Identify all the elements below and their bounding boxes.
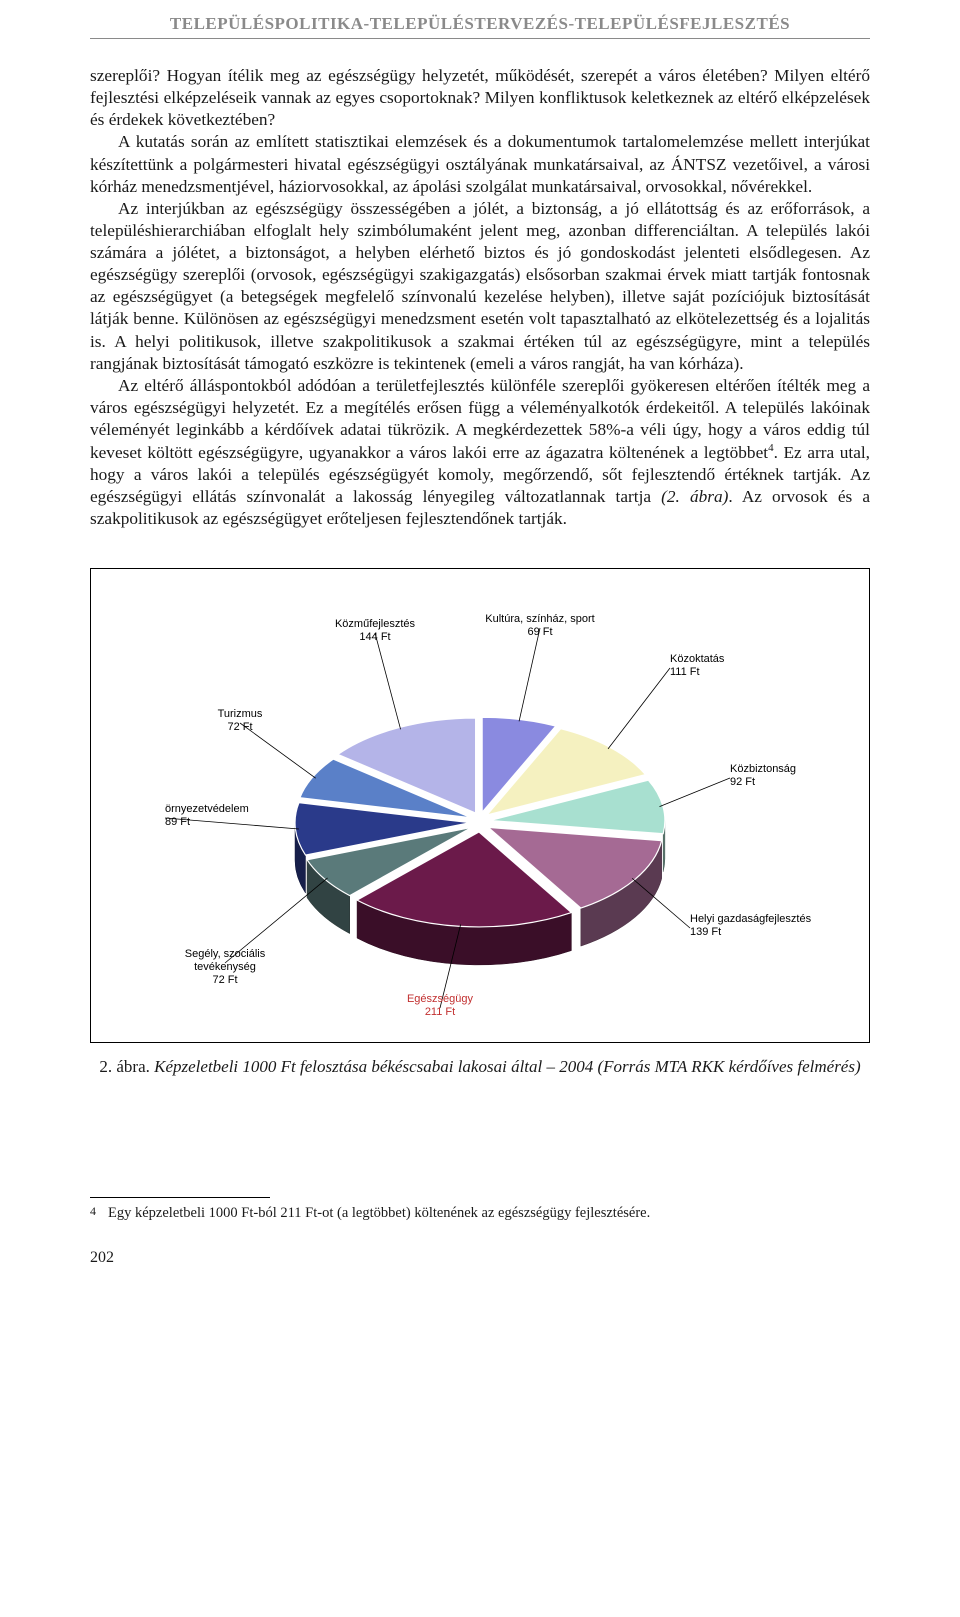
pie-chart-svg: Kultúra, színház, sport69 Ft Közoktatás11… (110, 587, 850, 1032)
para1-part-a: szereplői? Hogyan ítélik meg az egészség… (90, 66, 870, 129)
svg-text:örnyezetvédelem: örnyezetvédelem (165, 803, 249, 815)
paragraph-2: Az interjúkban az egészségügy összességé… (90, 198, 870, 375)
page-number: 202 (90, 1249, 870, 1267)
svg-text:139 Ft: 139 Ft (690, 926, 721, 938)
svg-text:tevékenység: tevékenység (194, 961, 256, 973)
svg-text:69 Ft: 69 Ft (527, 626, 552, 638)
svg-text:Segély, szociális: Segély, szociális (185, 948, 266, 960)
svg-text:Közműfejlesztés: Közműfejlesztés (335, 618, 416, 630)
para3-c: (2. ábra) (661, 487, 728, 506)
footnote-rule (90, 1197, 270, 1198)
svg-text:89 Ft: 89 Ft (165, 816, 190, 828)
page-container: TELEPÜLÉSPOLITIKA-TELEPÜLÉSTERVEZÉS-TELE… (0, 0, 960, 1307)
svg-text:Közoktatás: Közoktatás (670, 653, 725, 665)
paragraph-3: Az eltérő álláspontokból adódóan a terül… (90, 375, 870, 531)
header-rule (90, 38, 870, 39)
svg-text:211 Ft: 211 Ft (425, 1006, 455, 1018)
para3-a: Az eltérő álláspontokból adódóan a terül… (90, 376, 870, 462)
paragraph-1b: A kutatás során az említett statisztikai… (90, 131, 870, 197)
svg-text:92 Ft: 92 Ft (730, 776, 755, 788)
svg-text:Kultúra, színház, sport: Kultúra, színház, sport (485, 613, 594, 625)
svg-text:Turizmus: Turizmus (218, 708, 263, 720)
svg-text:Közbiztonság: Közbiztonság (730, 763, 796, 775)
footnote-text: Egy képzeletbeli 1000 Ft-ból 211 Ft-ot (… (108, 1204, 650, 1223)
para1-part-b: A kutatás során az említett statisztikai… (90, 132, 870, 195)
footnote-number: 4 (90, 1204, 96, 1223)
svg-text:Egészségügy: Egészségügy (407, 993, 474, 1005)
svg-text:72 Ft: 72 Ft (212, 974, 237, 986)
footnote-4: 4 Egy képzeletbeli 1000 Ft-ból 211 Ft-ot… (90, 1204, 870, 1223)
running-header: TELEPÜLÉSPOLITIKA-TELEPÜLÉSTERVEZÉS-TELE… (90, 0, 870, 38)
caption-rest: Képzeletbeli 1000 Ft felosztása békéscsa… (150, 1057, 861, 1076)
figure-2-container: Kultúra, színház, sport69 Ft Közoktatás11… (90, 568, 870, 1043)
figure-2-caption: 2. ábra. Képzeletbeli 1000 Ft felosztása… (90, 1057, 870, 1077)
svg-text:Helyi gazdaságfejlesztés: Helyi gazdaságfejlesztés (690, 913, 812, 925)
svg-text:144 Ft: 144 Ft (359, 631, 390, 643)
body-text-block: szereplői? Hogyan ítélik meg az egészség… (90, 65, 870, 530)
svg-text:111 Ft: 111 Ft (670, 666, 700, 678)
pie-chart-wrap: Kultúra, színház, sport69 Ft Közoktatás11… (105, 587, 855, 1032)
paragraph-1: szereplői? Hogyan ítélik meg az egészség… (90, 65, 870, 131)
caption-lead: 2. ábra. (99, 1057, 150, 1076)
svg-text:72 Ft: 72 Ft (227, 721, 252, 733)
